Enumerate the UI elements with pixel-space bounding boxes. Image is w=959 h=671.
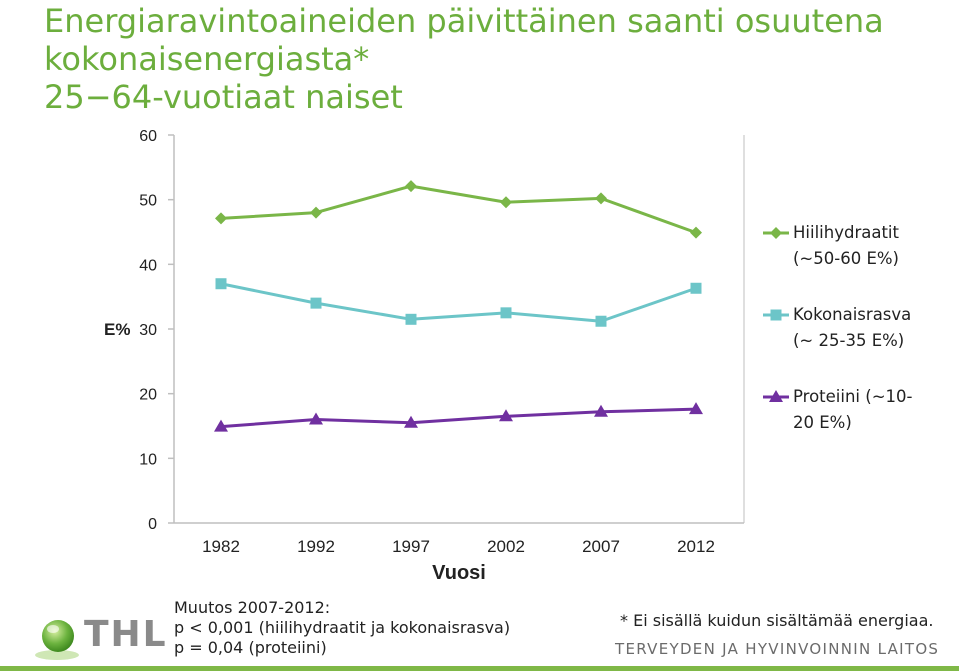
series-line-diamond: [220, 184, 697, 235]
change-title: Muutos 2007-2012:: [174, 598, 331, 617]
chart-title: Energiaravintoaineiden päivittäinen saan…: [44, 2, 884, 116]
legend-label: Kokonaisrasva: [793, 305, 911, 324]
legend-marker-triangle: [769, 390, 783, 402]
x-tick-label: 2012: [677, 537, 715, 556]
y-tick-label: 50: [139, 193, 157, 210]
bottom-accent-bar: [0, 666, 959, 671]
institution-name: TERVEYDEN JA HYVINVOINNIN LAITOS: [615, 640, 940, 658]
change-line-2: p = 0,04 (proteiini): [174, 638, 327, 657]
series-line-triangle: [220, 407, 697, 429]
energy-footnote: * Ei sisällä kuidun sisältämää energiaa.: [620, 611, 934, 630]
thl-logo-text: THL: [84, 614, 168, 655]
data-point-triangle: [689, 402, 703, 415]
data-point-square: [215, 278, 227, 290]
data-point-diamond: [500, 196, 512, 209]
legend-label: 20 E%): [793, 413, 852, 432]
legend-label: (~ 25-35 E%): [793, 331, 904, 350]
series-line-square: [220, 282, 697, 323]
data-point-triangle: [309, 412, 323, 425]
y-tick-label: 30: [139, 322, 157, 339]
y-tick-label: 10: [139, 451, 157, 468]
legend-marker-square: [770, 309, 782, 321]
data-point-diamond: [215, 212, 227, 225]
legend-label: Hiilihydraatit: [793, 223, 899, 242]
legend-label: Proteiini (~10-: [793, 387, 913, 406]
change-line-1: p < 0,001 (hiilihydraatit ja kokonaisras…: [174, 618, 511, 637]
thl-logo-icon: [35, 620, 79, 660]
data-point-triangle: [594, 404, 608, 417]
data-point-diamond: [310, 206, 322, 219]
title-line-2: kokonaisenergiasta*: [44, 40, 370, 78]
title-line-1: Energiaravintoaineiden päivittäinen saan…: [44, 2, 884, 40]
y-tick-label: 40: [139, 257, 157, 274]
x-axis-label: Vuosi: [432, 562, 486, 584]
change-notes: Muutos 2007-2012: p < 0,001 (hiilihydraa…: [174, 598, 510, 658]
y-tick-label: 20: [139, 387, 157, 404]
x-tick-label: 1997: [392, 537, 430, 556]
data-point-diamond: [690, 226, 702, 239]
line-chart: 0 10 20 30 40 50 60 E% 1982 1992 1997 2002 2007 2012 V…: [104, 128, 913, 584]
data-point-square: [690, 282, 702, 294]
y-axis-label: E%: [104, 320, 130, 339]
x-tick-label: 2007: [582, 537, 620, 556]
data-point-square: [500, 307, 512, 319]
data-point-triangle: [404, 415, 418, 428]
data-point-diamond: [405, 180, 417, 193]
y-tick-label: 0: [148, 516, 157, 533]
legend-marker-diamond: [770, 227, 782, 239]
x-tick-label: 1992: [297, 537, 335, 556]
x-tick-label: 1982: [202, 537, 240, 556]
data-point-triangle: [499, 409, 513, 422]
data-point-diamond: [595, 192, 607, 205]
data-point-triangle: [214, 419, 228, 432]
legend-label: (~50-60 E%): [793, 249, 899, 268]
data-point-square: [405, 313, 417, 325]
x-tick-label: 2002: [487, 537, 525, 556]
title-line-3: 25−64-vuotiaat naiset: [44, 78, 403, 116]
y-tick-label: 60: [139, 128, 157, 145]
data-point-square: [595, 315, 607, 327]
data-point-square: [310, 297, 322, 309]
